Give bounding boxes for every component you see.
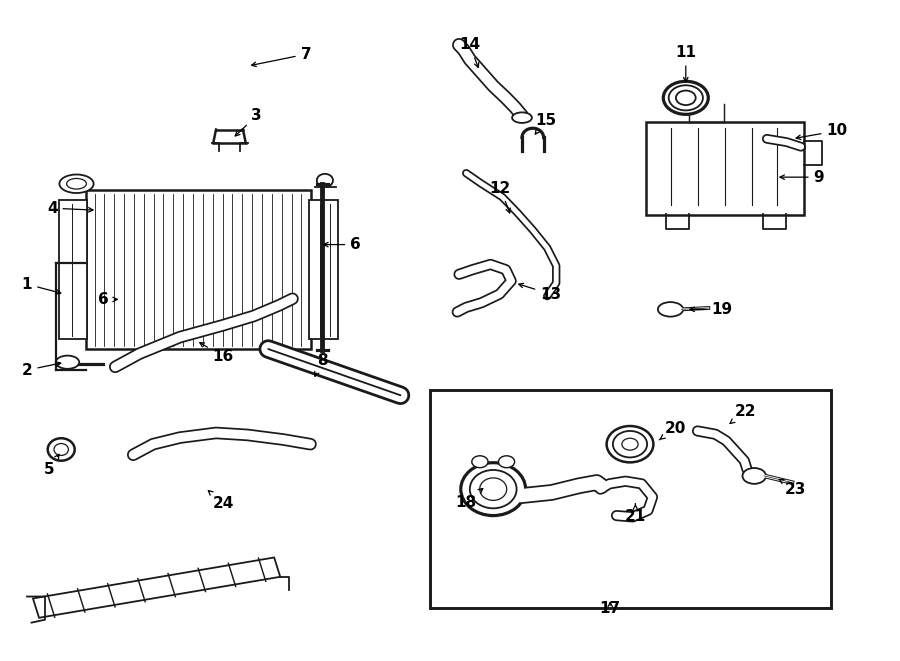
Ellipse shape	[317, 174, 333, 187]
Text: 3: 3	[235, 108, 262, 136]
Text: 24: 24	[208, 490, 234, 511]
Ellipse shape	[658, 302, 683, 317]
Text: 23: 23	[779, 479, 806, 496]
Ellipse shape	[470, 470, 517, 508]
Ellipse shape	[512, 112, 532, 123]
Text: 9: 9	[780, 170, 824, 184]
Text: 14: 14	[459, 38, 481, 67]
Ellipse shape	[622, 438, 638, 450]
Polygon shape	[33, 557, 280, 618]
Bar	[86, 190, 310, 349]
Text: 20: 20	[660, 421, 686, 440]
Text: 5: 5	[44, 454, 59, 477]
Ellipse shape	[67, 178, 86, 189]
Ellipse shape	[663, 81, 708, 114]
Text: 4: 4	[47, 201, 93, 215]
Ellipse shape	[480, 478, 507, 500]
Text: 12: 12	[490, 181, 511, 213]
Text: 7: 7	[252, 47, 311, 67]
Text: 11: 11	[675, 46, 697, 82]
Text: 19: 19	[690, 302, 733, 317]
Text: 6: 6	[98, 292, 117, 307]
Text: 22: 22	[730, 404, 756, 424]
Ellipse shape	[59, 175, 94, 193]
Ellipse shape	[48, 438, 75, 461]
Text: 21: 21	[625, 504, 646, 524]
Ellipse shape	[742, 468, 766, 484]
Ellipse shape	[607, 426, 653, 463]
Ellipse shape	[499, 456, 515, 468]
Ellipse shape	[56, 356, 79, 369]
Text: 1: 1	[22, 277, 61, 294]
Text: 2: 2	[22, 362, 60, 377]
Bar	[430, 390, 831, 608]
FancyBboxPatch shape	[646, 122, 804, 215]
Text: 10: 10	[796, 124, 848, 139]
Bar	[309, 200, 338, 339]
Text: 6: 6	[324, 237, 361, 252]
Text: 13: 13	[518, 284, 562, 301]
Text: 18: 18	[455, 488, 482, 510]
Ellipse shape	[669, 85, 703, 110]
Text: 16: 16	[200, 342, 234, 364]
Ellipse shape	[613, 431, 647, 457]
Text: 8: 8	[315, 353, 328, 376]
Text: 17: 17	[599, 601, 621, 615]
Ellipse shape	[472, 456, 488, 468]
Ellipse shape	[461, 463, 526, 516]
Ellipse shape	[54, 444, 68, 455]
Ellipse shape	[676, 91, 696, 105]
Text: 15: 15	[535, 113, 556, 134]
Bar	[58, 200, 87, 339]
